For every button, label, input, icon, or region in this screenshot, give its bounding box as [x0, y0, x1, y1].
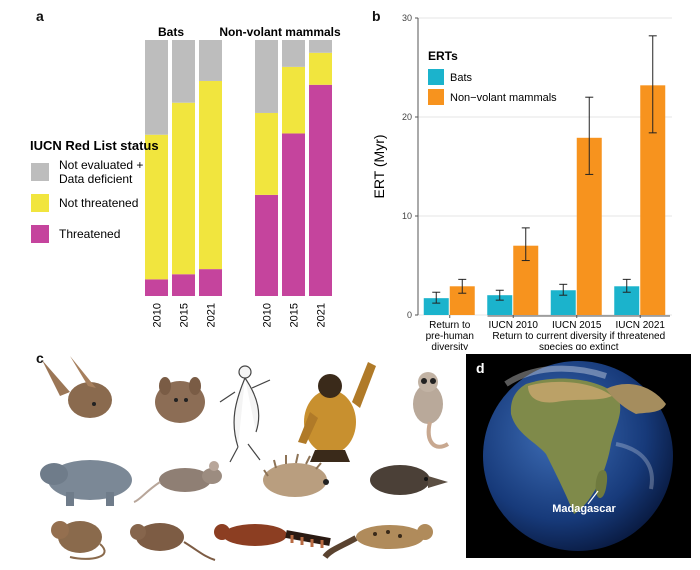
fossa-civet-icon: [322, 524, 433, 559]
bar-not-threatened-0-1: [172, 102, 195, 275]
bar-threatened-1-0: [255, 194, 278, 296]
x-tick-label-2-0: IUCN 2015: [552, 320, 602, 331]
y-tick-label-1: 10: [402, 211, 412, 221]
panel-letter-a: a: [36, 8, 44, 24]
bar-bats-1: [487, 295, 513, 315]
group-caption-1: species go extinct: [539, 342, 619, 350]
chart-b-ert-bars: 0 10 20 30 ERT (Myr) Return topre-humandivers…: [371, 13, 672, 350]
tick-label-0-1: 2015: [179, 303, 191, 327]
group-caption-0: Return to current diversity if threatene…: [492, 331, 665, 342]
madagascar-label: Madagascar: [552, 503, 616, 515]
x-tick-label-3-0: IUCN 2021: [616, 320, 666, 331]
chart-a-stacked-bars: Bats 2010 2015 2021 Non-volant mammals 2010 20…: [30, 25, 341, 327]
legend-label-1: Non−volant mammals: [450, 92, 557, 104]
brown-rodent-icon: [130, 523, 216, 561]
y-axis-label: ERT (Myr): [371, 134, 387, 198]
ring-tailed-mongoose-icon: [214, 524, 331, 548]
bar-threatened-1-2: [309, 84, 332, 296]
bar-not-evaluated-data-deficient-1-2: [309, 40, 332, 53]
plot-background: [418, 18, 672, 315]
legend-swatch-0: [428, 69, 444, 85]
x-tick-label-0-0: Return to: [429, 320, 471, 331]
bar-not-threatened-0-0: [145, 134, 168, 280]
panel-c-animal-illustrations: [40, 356, 450, 561]
indri-lemur-icon: [298, 362, 376, 462]
legend-label-0: Bats: [450, 72, 473, 84]
mouse-lemur-icon: [413, 372, 450, 449]
madagascar-pointer: [587, 490, 599, 505]
tick-label-0-2: 2021: [206, 303, 218, 327]
bar-not-threatened-1-2: [309, 52, 332, 85]
legend-label-1-0: Not threatened: [59, 196, 138, 210]
bar-not-threatened-1-1: [282, 66, 305, 134]
panel-letter-c: c: [36, 350, 44, 366]
tick-label-1-1: 2015: [289, 303, 301, 327]
x-tick-label-0-2: diversity: [431, 342, 468, 350]
legend-swatch-0: [31, 163, 49, 181]
sifaka-sketch-icon: [219, 365, 271, 463]
legend-label-0-1: Data deficient: [59, 172, 133, 186]
y-tick-label-0: 0: [407, 310, 412, 320]
legend-title: IUCN Red List status: [30, 138, 159, 153]
bar-not-threatened-1-0: [255, 112, 278, 195]
bar-bats-0: [423, 298, 449, 315]
y-tick-label-2: 20: [402, 112, 412, 122]
bar-not-evaluated-data-deficient-1-0: [255, 40, 278, 113]
tick-label-1-2: 2021: [316, 303, 328, 327]
legend-label-0-0: Not evaluated +: [59, 158, 143, 172]
group-label-1: Non-volant mammals: [219, 25, 341, 39]
bar-not-evaluated-data-deficient-0-1: [172, 40, 195, 103]
legend-swatch-2: [31, 225, 49, 243]
y-tick-label-3: 30: [402, 13, 412, 23]
bar-not-evaluated-data-deficient-0-0: [145, 40, 168, 135]
panel-d-globe-map: Madagascar: [466, 354, 691, 558]
x-tick-label-1-0: IUCN 2010: [489, 320, 539, 331]
tenrec-icon: [263, 453, 329, 497]
bar-not-threatened-0-2: [199, 80, 222, 270]
legend-swatch-1: [428, 89, 444, 105]
panel-letter-b: b: [372, 8, 381, 24]
bar-threatened-0-0: [145, 279, 168, 296]
pygmy-hippo-icon: [40, 460, 132, 506]
legend-swatch-1: [31, 194, 49, 212]
bar-not-evaluated-data-deficient-1-1: [282, 40, 305, 67]
group-label-0: Bats: [158, 25, 184, 39]
legend-label-2-0: Threatened: [59, 227, 120, 241]
long-eared-bat-icon: [42, 356, 112, 418]
shrew-tenrec-icon: [370, 465, 448, 495]
bar-threatened-1-1: [282, 133, 305, 296]
x-tick-label-0-1: pre-human: [426, 331, 474, 342]
rodent-icon: [133, 461, 222, 503]
bar-not-evaluated-data-deficient-0-2: [199, 40, 222, 81]
tick-label-0-0: 2010: [152, 303, 164, 327]
madagascar-island: [595, 469, 608, 499]
bar-threatened-0-1: [172, 274, 195, 296]
tick-label-1-0: 2010: [262, 303, 274, 327]
bar-threatened-0-2: [199, 269, 222, 296]
tailless-bat-icon: [155, 377, 205, 423]
panel-letter-d: d: [476, 360, 485, 376]
legend-title: ERTs: [428, 49, 458, 63]
africa-landmass: [510, 378, 621, 514]
jumping-rat-icon: [51, 521, 106, 560]
